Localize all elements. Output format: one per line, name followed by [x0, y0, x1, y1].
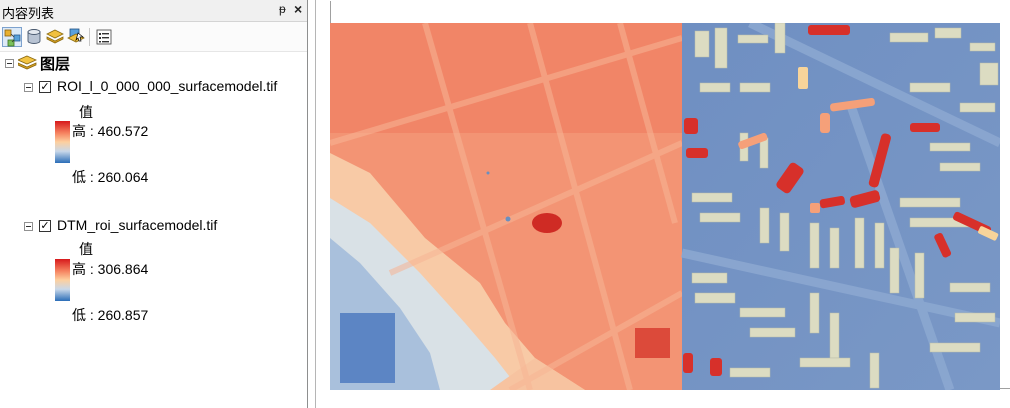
close-icon[interactable]: × — [294, 1, 303, 17]
layer-1-high-value: 高 : 460.572 — [72, 123, 149, 139]
list-by-selection-button[interactable] — [66, 27, 86, 47]
panel-title-bar: 内容列表 ᵽ × — [0, 0, 307, 22]
surface-model-raster — [330, 23, 684, 390]
dtm-raster — [681, 23, 1000, 390]
list-by-source-icon — [27, 29, 41, 44]
list-by-visibility-icon — [46, 29, 64, 44]
layer-2-color-ramp[interactable] — [55, 259, 70, 301]
layer-2-field-label: 值 — [79, 241, 93, 257]
layer-1-low-value: 低 : 260.064 — [72, 169, 149, 185]
list-by-drawing-order-icon — [4, 29, 21, 47]
pin-icon[interactable]: ᵽ — [279, 2, 286, 16]
list-by-source-button[interactable] — [24, 27, 44, 47]
list-by-selection-icon — [67, 28, 85, 43]
layer-1-name[interactable]: ROI_l_0_000_000_surfacemodel.tif — [57, 78, 278, 94]
layer-1-field-label: 值 — [79, 104, 93, 120]
map-canvas[interactable] — [330, 23, 1000, 390]
layers-stack-icon — [18, 55, 37, 70]
toolbar-separator — [89, 28, 90, 46]
layer-2-visibility-checkbox[interactable]: ✓ — [39, 220, 51, 232]
layer-1-visibility-checkbox[interactable]: ✓ — [39, 81, 51, 93]
options-button[interactable] — [94, 27, 114, 47]
panel-title: 内容列表 — [2, 6, 55, 21]
list-by-drawing-order-button[interactable] — [2, 27, 22, 47]
layers-root-expander[interactable] — [5, 59, 14, 68]
layer-1-color-ramp[interactable] — [55, 121, 70, 163]
table-of-contents-panel: 内容列表 ᵽ × — [0, 0, 308, 408]
list-by-visibility-button[interactable] — [45, 27, 65, 47]
layer-2-high-value: 高 : 306.864 — [72, 261, 149, 277]
layers-root-label[interactable]: 图层 — [40, 56, 71, 73]
layer-2-low-value: 低 : 260.857 — [72, 307, 149, 323]
layer-1-expander[interactable] — [24, 83, 33, 92]
layer-2-name[interactable]: DTM_roi_surfacemodel.tif — [57, 217, 218, 233]
layer-2-expander[interactable] — [24, 222, 33, 231]
toc-toolbar — [0, 22, 307, 52]
options-icon — [96, 29, 112, 45]
